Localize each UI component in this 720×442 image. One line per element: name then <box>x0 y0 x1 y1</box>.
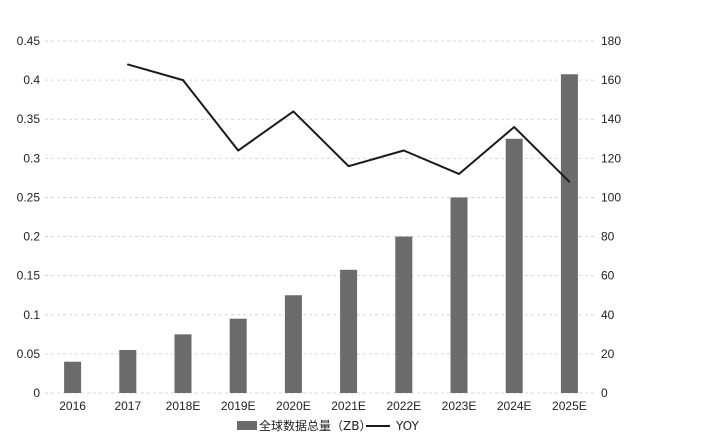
y-axis-right: 0 20 40 60 80 100 120 140 160 180 <box>601 34 621 400</box>
y-right-tick-label: 80 <box>601 230 615 244</box>
legend-label-line: YOY <box>395 419 419 433</box>
y-right-tick-label: 180 <box>601 34 621 48</box>
y-left-tick-label: 0.45 <box>17 34 41 48</box>
line-layer <box>127 63 571 183</box>
bar <box>284 295 302 393</box>
bar <box>340 269 358 393</box>
x-tick-label: 2020E <box>276 399 311 413</box>
y-right-tick-label: 160 <box>601 73 621 87</box>
y-left-tick-label: 0.05 <box>17 347 41 361</box>
yoy-point <box>458 173 460 175</box>
y-axis-left: 0 0.05 0.1 0.15 0.2 0.25 0.3 0.35 0.4 0.45 <box>17 34 41 400</box>
y-left-tick-label: 0.35 <box>17 112 41 126</box>
yoy-point <box>568 181 571 183</box>
bar <box>119 349 137 393</box>
x-axis: 2016 2017 2018E 2019E 2020E 2021E 2022E 2023E 20… <box>59 399 587 413</box>
y-right-tick-label: 60 <box>601 269 615 283</box>
yoy-point <box>292 110 295 113</box>
x-tick-label: 2024E <box>497 399 532 413</box>
yoy-point <box>403 149 405 152</box>
x-tick-label: 2019E <box>221 399 256 413</box>
yoy-point <box>513 126 515 128</box>
y-right-tick-label: 100 <box>601 190 621 204</box>
y-right-tick-label: 20 <box>601 347 615 361</box>
x-tick-label: 2017 <box>114 399 141 413</box>
x-tick-label: 2023E <box>442 399 477 413</box>
bar <box>64 361 82 393</box>
bar <box>505 138 523 393</box>
x-tick-label: 2018E <box>166 399 201 413</box>
legend-swatch-bar <box>237 421 257 430</box>
yoy-line <box>127 63 571 183</box>
bar <box>560 74 578 393</box>
y-left-tick-label: 0.15 <box>17 269 41 283</box>
yoy-point <box>127 63 129 66</box>
bar <box>395 236 413 393</box>
yoy-point <box>347 165 350 167</box>
y-left-tick-label: 0.3 <box>23 151 40 165</box>
y-left-tick-label: 0.4 <box>23 73 40 87</box>
grid-layer <box>45 40 597 394</box>
y-left-tick-label: 0.25 <box>17 190 41 204</box>
legend-label-bar: 全球数据总量（ZB） <box>259 418 371 433</box>
y-right-tick-label: 140 <box>601 112 621 126</box>
bar-layer <box>64 74 578 393</box>
y-right-tick-label: 120 <box>601 151 621 165</box>
x-tick-label: 2016 <box>59 399 86 413</box>
x-tick-label: 2022E <box>386 399 421 413</box>
y-left-tick-label: 0.2 <box>23 230 40 244</box>
y-left-tick-label: 0.1 <box>23 308 40 322</box>
y-right-tick-label: 40 <box>601 308 615 322</box>
y-left-tick-label: 0 <box>33 386 40 400</box>
yoy-point <box>237 149 239 152</box>
x-tick-label: 2025E <box>552 399 587 413</box>
y-right-tick-label: 0 <box>601 386 608 400</box>
bar <box>229 318 247 393</box>
bar <box>174 334 192 393</box>
yoy-point <box>182 79 184 81</box>
bar <box>450 197 468 393</box>
legend: 全球数据总量（ZB） YOY <box>237 418 419 433</box>
x-tick-label: 2021E <box>331 399 366 413</box>
